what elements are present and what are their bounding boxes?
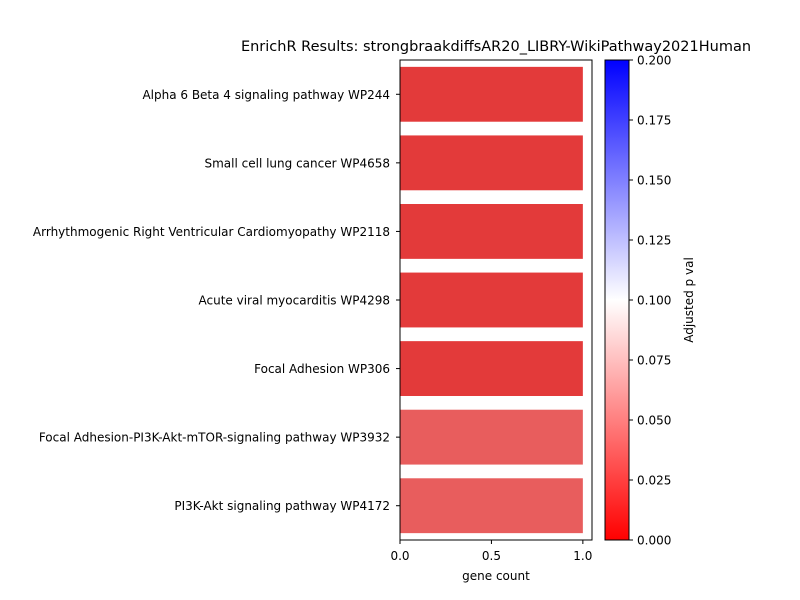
bar bbox=[400, 204, 583, 259]
x-tick-label: 1.0 bbox=[573, 549, 592, 563]
bar bbox=[400, 409, 583, 465]
y-tick-label: Focal Adhesion-PI3K-Akt-mTOR-signaling p… bbox=[39, 431, 390, 445]
y-tick-label: Arrhythmogenic Right Ventricular Cardiom… bbox=[33, 225, 390, 239]
bars-layer bbox=[400, 66, 583, 534]
colorbar-label: Adjusted p val bbox=[682, 257, 696, 343]
bar bbox=[400, 66, 583, 122]
colorbar bbox=[604, 59, 630, 541]
bar bbox=[400, 478, 583, 534]
colorbar-tick-label: 0.125 bbox=[637, 234, 671, 248]
x-tick-label: 0.0 bbox=[390, 549, 409, 563]
colorbar-tick-label: 0.150 bbox=[637, 174, 671, 188]
colorbar-tick-label: 0.200 bbox=[637, 54, 671, 68]
x-axis-ticks: 0.0 0.5 1.0 bbox=[390, 540, 592, 563]
colorbar-tick-label: 0.025 bbox=[637, 474, 671, 488]
y-tick-label: Alpha 6 Beta 4 signaling pathway WP244 bbox=[142, 88, 390, 102]
plot-frame bbox=[399, 59, 593, 541]
colorbar-ticks: 0.000 0.025 0.050 0.075 0.100 0.125 0.150 0.175… bbox=[629, 54, 671, 548]
colorbar-tick-label: 0.050 bbox=[637, 414, 671, 428]
y-tick-label: Focal Adhesion WP306 bbox=[254, 362, 390, 376]
y-tick-label: PI3K-Akt signaling pathway WP4172 bbox=[174, 499, 390, 513]
bar bbox=[400, 272, 583, 328]
y-tick-label: Acute viral myocarditis WP4298 bbox=[199, 294, 390, 308]
x-tick-label: 0.5 bbox=[482, 549, 501, 563]
colorbar-tick-label: 0.075 bbox=[637, 354, 671, 368]
colorbar-tick-label: 0.000 bbox=[637, 534, 671, 548]
colorbar-tick-label: 0.100 bbox=[637, 294, 671, 308]
x-axis-label: gene count bbox=[462, 569, 530, 583]
bar bbox=[400, 135, 583, 191]
bar bbox=[400, 341, 583, 396]
colorbar-tick-label: 0.175 bbox=[637, 114, 671, 128]
y-tick-labels: Alpha 6 Beta 4 signaling pathway WP244 Sm… bbox=[33, 88, 400, 513]
y-tick-label: Small cell lung cancer WP4658 bbox=[204, 156, 390, 170]
chart-title: EnrichR Results: strongbraakdiffsAR20_LI… bbox=[241, 39, 751, 55]
